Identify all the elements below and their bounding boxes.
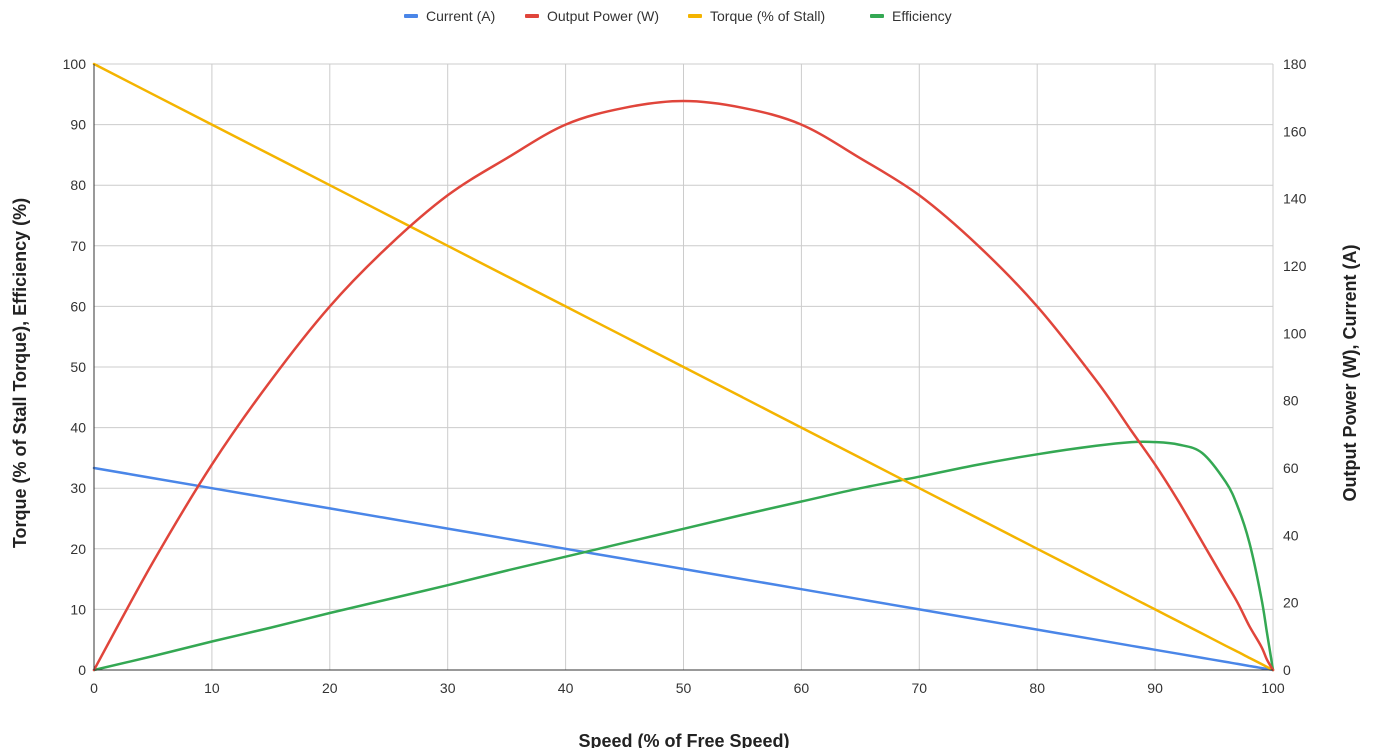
- y-left-tick-label: 80: [70, 177, 86, 193]
- y-left-tick-label: 40: [70, 420, 86, 436]
- axes: [93, 64, 1273, 671]
- x-axis-title: Speed (% of Free Speed): [578, 731, 789, 748]
- x-tick-label: 10: [204, 680, 220, 696]
- y-left-tick-label: 100: [63, 56, 87, 72]
- y-right-axis-title: Output Power (W), Current (A): [1340, 245, 1360, 502]
- legend-label: Current (A): [426, 8, 495, 24]
- legend-label: Efficiency: [892, 8, 952, 24]
- legend: Current (A) Output Power (W) Torque (% of …: [404, 8, 952, 24]
- y-right-tick-label: 120: [1283, 258, 1307, 274]
- x-tick-label: 70: [912, 680, 928, 696]
- legend-swatch: [870, 14, 884, 18]
- series-line-efficiency: [92, 440, 1275, 672]
- y-right-tick-label: 60: [1283, 460, 1299, 476]
- y-right-tick-label: 80: [1283, 393, 1299, 409]
- series-line-output-power-w: [92, 99, 1275, 672]
- legend-swatch: [404, 14, 418, 18]
- y-right-tick-labels: 0 20 40 60 80 100 120 140 160 180: [1283, 56, 1307, 678]
- y-left-tick-label: 70: [70, 238, 86, 254]
- y-right-tick-label: 100: [1283, 325, 1307, 341]
- legend-label: Output Power (W): [547, 8, 659, 24]
- y-left-tick-label: 90: [70, 117, 86, 133]
- x-tick-label: 100: [1261, 680, 1285, 696]
- x-tick-label: 20: [322, 680, 338, 696]
- y-left-tick-label: 60: [70, 298, 86, 314]
- series-line-current-a: [92, 466, 1275, 672]
- y-left-tick-label: 0: [78, 662, 86, 678]
- y-left-tick-labels: 0 10 20 30 40 50 60 70 80 90 100: [63, 56, 87, 678]
- x-tick-label: 80: [1029, 680, 1045, 696]
- x-tick-label: 50: [676, 680, 692, 696]
- legend-swatch: [688, 14, 702, 18]
- y-right-tick-label: 20: [1283, 595, 1299, 611]
- x-tick-label: 30: [440, 680, 456, 696]
- x-tick-label: 60: [794, 680, 810, 696]
- x-tick-label: 0: [90, 680, 98, 696]
- series-line-torque-of-stall: [92, 62, 1275, 672]
- legend-swatch: [525, 14, 539, 18]
- y-left-tick-label: 50: [70, 359, 86, 375]
- legend-item-efficiency[interactable]: Efficiency: [870, 8, 952, 24]
- legend-label: Torque (% of Stall): [710, 8, 825, 24]
- y-right-tick-label: 140: [1283, 191, 1307, 207]
- x-tick-label: 40: [558, 680, 574, 696]
- y-right-tick-label: 40: [1283, 527, 1299, 543]
- legend-item-output-power-w[interactable]: Output Power (W): [525, 8, 659, 24]
- legend-item-torque-of-stall[interactable]: Torque (% of Stall): [688, 8, 825, 24]
- grid: [94, 63, 1274, 670]
- y-right-tick-label: 0: [1283, 662, 1291, 678]
- y-left-axis-title: Torque (% of Stall Torque), Efficiency (…: [10, 198, 30, 548]
- y-right-tick-label: 180: [1283, 56, 1307, 72]
- legend-item-current-a[interactable]: Current (A): [404, 8, 495, 24]
- y-left-tick-label: 10: [70, 601, 86, 617]
- x-tick-label: 90: [1147, 680, 1163, 696]
- x-tick-labels: 0 10 20 30 40 50 60 70 80 90 100: [90, 680, 1285, 696]
- y-right-tick-label: 160: [1283, 123, 1307, 139]
- y-left-tick-label: 30: [70, 480, 86, 496]
- y-left-tick-label: 20: [70, 541, 86, 557]
- series-layer: [92, 62, 1275, 672]
